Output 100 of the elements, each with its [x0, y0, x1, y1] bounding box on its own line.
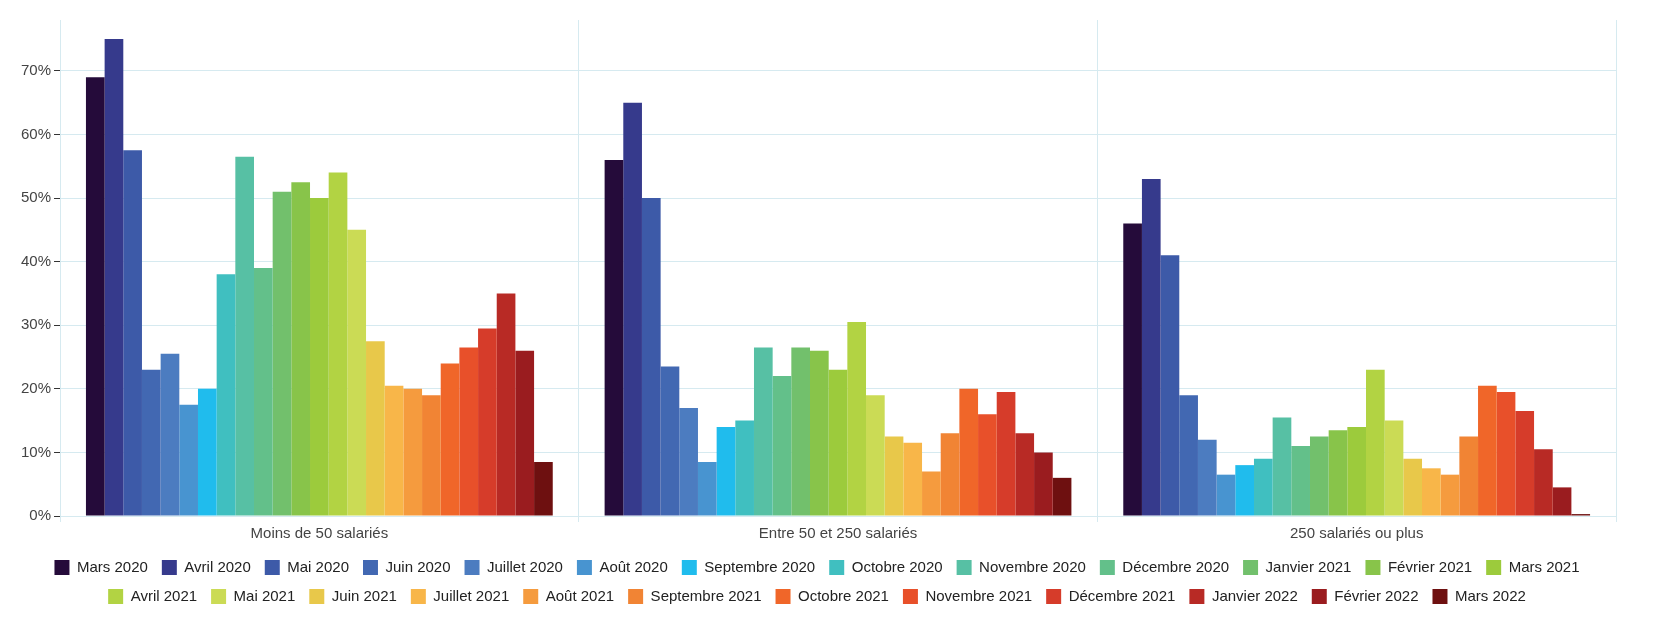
bar [1052, 477, 1072, 516]
bar [1552, 487, 1572, 516]
bar [534, 461, 553, 516]
legend-label: Février 2022 [1334, 586, 1419, 604]
bar [496, 293, 516, 516]
legend-label: Mai 2020 [287, 557, 349, 575]
legend-label: Mars 2020 [76, 557, 148, 575]
bar [623, 102, 642, 516]
bar [347, 229, 367, 516]
bar [810, 350, 829, 516]
bar [1216, 474, 1236, 516]
legend-label: Avril 2021 [130, 586, 198, 604]
bar [753, 347, 773, 516]
bar [478, 328, 497, 516]
legend-label: Juillet 2020 [487, 557, 563, 575]
y-tick-label: 70% [20, 61, 52, 79]
y-tick-label: 20% [20, 378, 52, 396]
legend-label: Août 2021 [545, 586, 615, 604]
bar [1197, 439, 1217, 516]
legend-label: Février 2021 [1387, 557, 1473, 575]
bar [104, 39, 124, 516]
bar [328, 172, 348, 516]
bar [123, 150, 142, 516]
bar [1291, 446, 1310, 516]
bar [940, 433, 960, 516]
legend-label: Décembre 2020 [1122, 557, 1230, 575]
bar [197, 388, 217, 516]
bar [978, 414, 997, 516]
bar [641, 198, 661, 516]
bar [254, 268, 273, 516]
bar [366, 341, 385, 516]
bar [1309, 436, 1329, 516]
bar [459, 347, 479, 516]
bar [1235, 465, 1254, 516]
bar [1440, 474, 1460, 516]
bar [422, 395, 441, 516]
bar [716, 426, 736, 516]
bar [1478, 385, 1497, 516]
bar [1422, 468, 1441, 516]
legend-label: Avril 2020 [184, 557, 251, 575]
legend-label: Juin 2020 [385, 557, 451, 575]
bar [884, 436, 904, 516]
bar [1534, 449, 1553, 516]
legend-label: Janvier 2021 [1265, 557, 1352, 575]
bar [791, 347, 810, 516]
legend-label: Octobre 2021 [798, 586, 889, 604]
y-tick-label: 40% [20, 251, 52, 269]
bar [922, 471, 941, 516]
bar [697, 461, 717, 516]
bar [440, 363, 460, 516]
legend-label: Août 2020 [599, 557, 668, 575]
bar [903, 442, 923, 516]
legend-label: Juillet 2021 [433, 586, 510, 604]
bar [235, 156, 254, 516]
bar [1328, 430, 1348, 516]
bar [1034, 452, 1053, 516]
bar [310, 198, 329, 516]
y-tick-label: 10% [20, 442, 52, 460]
bar [1515, 411, 1535, 516]
x-tick-label: Entre 50 et 250 salariés [758, 524, 918, 542]
bar [679, 407, 698, 516]
legend-label: Mars 2022 [1454, 586, 1526, 604]
bar [772, 376, 792, 516]
legend-label: Novembre 2020 [979, 557, 1086, 575]
bar [1015, 433, 1035, 516]
bar [828, 369, 848, 516]
bar [272, 191, 292, 516]
bar [1253, 458, 1273, 516]
bar [996, 392, 1016, 516]
bar [291, 182, 311, 516]
bar [515, 350, 535, 516]
bar [1160, 255, 1180, 516]
bar [866, 395, 885, 516]
bar [1496, 392, 1516, 516]
bar [160, 353, 180, 516]
legend-label: Octobre 2020 [851, 557, 943, 575]
y-tick-label: 60% [20, 124, 52, 142]
bar [141, 369, 161, 516]
legend-label: Juin 2021 [331, 586, 397, 604]
bar [1459, 436, 1479, 516]
bar [735, 420, 754, 516]
bar [959, 388, 979, 516]
y-tick-label: 0% [29, 506, 52, 524]
x-tick-label: Moins de 50 salariés [250, 524, 389, 542]
bar [1141, 178, 1161, 516]
bar [1272, 417, 1292, 516]
bar [384, 385, 404, 516]
legend-label: Mars 2021 [1508, 557, 1580, 575]
bar [1384, 420, 1404, 516]
bar [85, 77, 105, 516]
bar [847, 322, 867, 516]
bar [604, 159, 624, 516]
bar [179, 404, 198, 516]
legend-label: Mai 2021 [233, 586, 296, 604]
bar [216, 274, 236, 516]
y-tick-label: 50% [20, 188, 52, 206]
bar [403, 388, 423, 516]
legend-label: Septembre 2020 [704, 557, 816, 575]
bar [660, 366, 680, 516]
legend-label: Novembre 2021 [925, 586, 1033, 604]
